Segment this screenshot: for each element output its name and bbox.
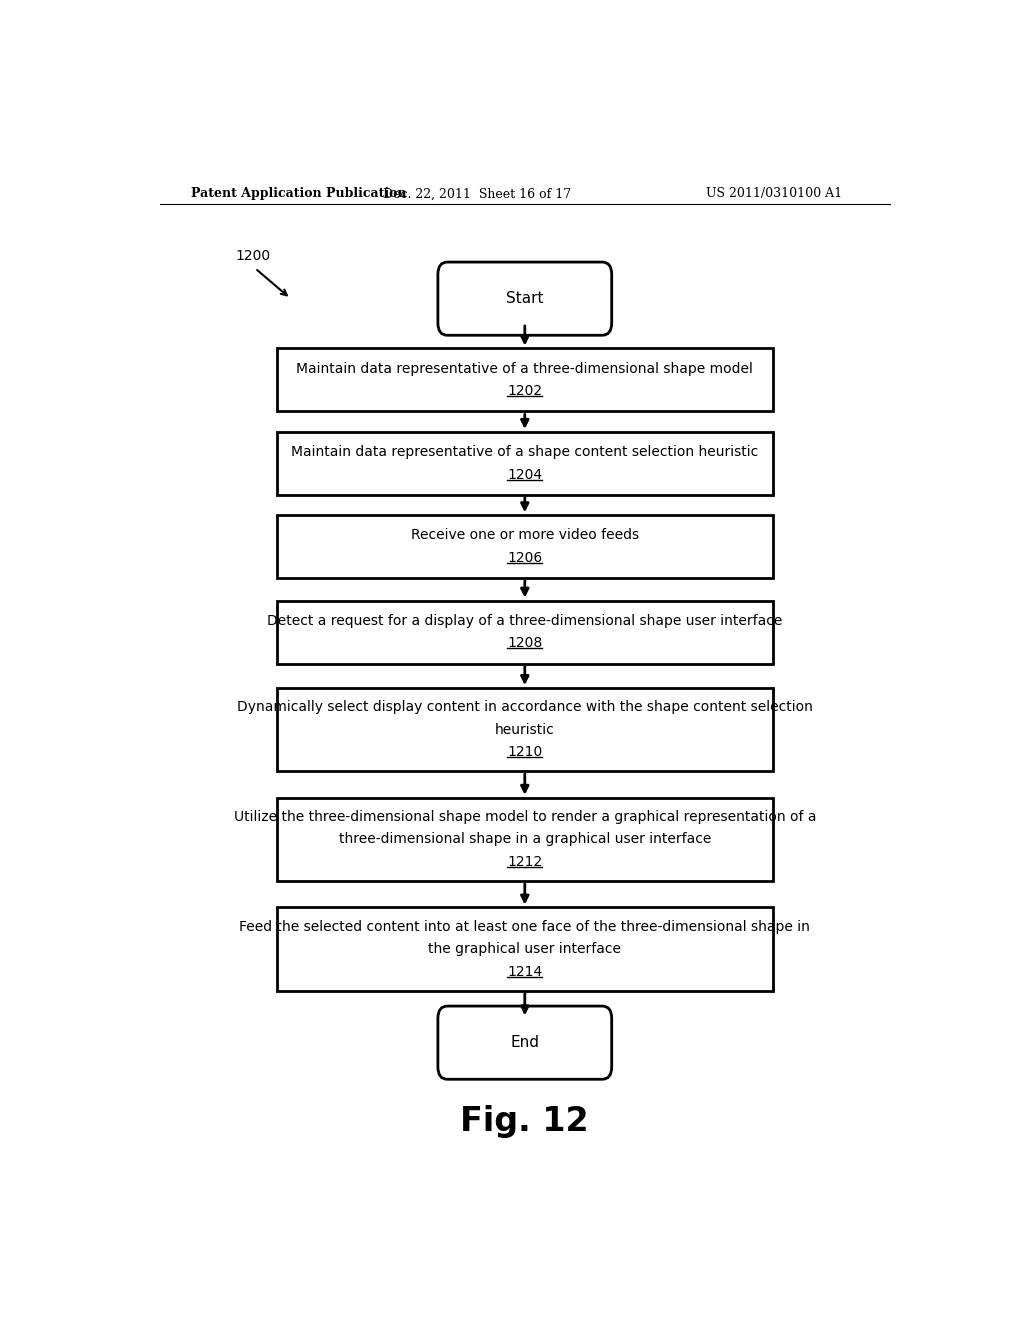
Text: Start: Start — [506, 292, 544, 306]
Bar — [276, 348, 773, 412]
Bar — [276, 688, 773, 771]
Text: Detect a request for a display of a three-dimensional shape user interface: Detect a request for a display of a thre… — [267, 614, 782, 628]
Text: three-dimensional shape in a graphical user interface: three-dimensional shape in a graphical u… — [339, 833, 711, 846]
Text: US 2011/0310100 A1: US 2011/0310100 A1 — [707, 187, 842, 201]
FancyBboxPatch shape — [438, 263, 611, 335]
Text: 1200: 1200 — [236, 249, 270, 263]
Text: 1202: 1202 — [507, 384, 543, 399]
Bar — [276, 515, 773, 578]
Text: Feed the selected content into at least one face of the three-dimensional shape : Feed the selected content into at least … — [240, 920, 810, 933]
FancyBboxPatch shape — [438, 1006, 611, 1080]
Text: 1214: 1214 — [507, 965, 543, 978]
Text: Dynamically select display content in accordance with the shape content selectio: Dynamically select display content in ac… — [237, 700, 813, 714]
Bar — [276, 601, 773, 664]
Text: Maintain data representative of a three-dimensional shape model: Maintain data representative of a three-… — [296, 362, 754, 376]
Text: the graphical user interface: the graphical user interface — [428, 942, 622, 956]
Text: Patent Application Publication: Patent Application Publication — [191, 187, 407, 201]
Text: Maintain data representative of a shape content selection heuristic: Maintain data representative of a shape … — [291, 445, 759, 459]
Text: 1210: 1210 — [507, 744, 543, 759]
Text: Dec. 22, 2011  Sheet 16 of 17: Dec. 22, 2011 Sheet 16 of 17 — [383, 187, 571, 201]
Bar — [276, 907, 773, 991]
Text: 1206: 1206 — [507, 550, 543, 565]
Text: 1204: 1204 — [507, 467, 543, 482]
Text: Utilize the three-dimensional shape model to render a graphical representation o: Utilize the three-dimensional shape mode… — [233, 810, 816, 824]
Text: End: End — [510, 1035, 540, 1051]
Bar — [276, 432, 773, 495]
Text: Receive one or more video feeds: Receive one or more video feeds — [411, 528, 639, 543]
Text: 1212: 1212 — [507, 855, 543, 869]
Bar — [276, 797, 773, 880]
Text: 1208: 1208 — [507, 636, 543, 651]
Text: Fig. 12: Fig. 12 — [461, 1105, 589, 1138]
Text: heuristic: heuristic — [495, 722, 555, 737]
